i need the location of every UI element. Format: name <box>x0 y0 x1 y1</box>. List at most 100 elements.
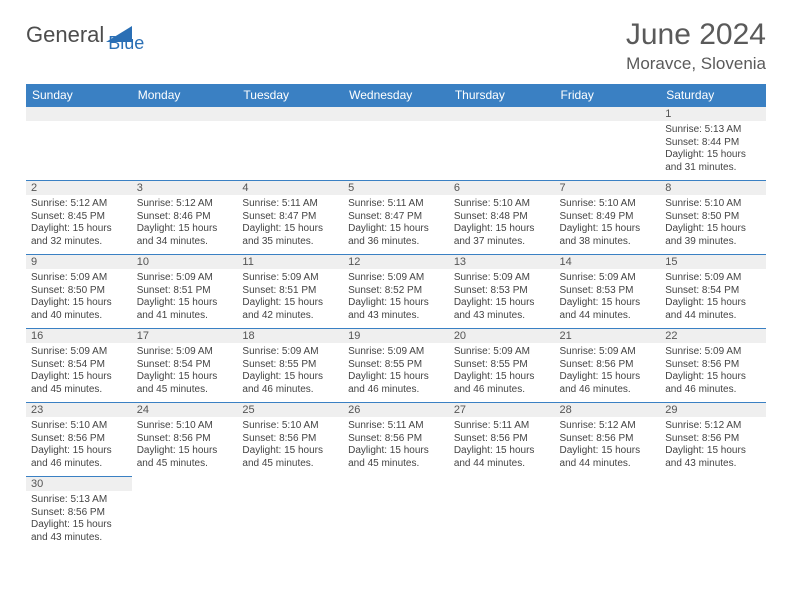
daylight-text: Daylight: 15 hoursand 32 minutes. <box>31 223 127 248</box>
sunset-text: Sunset: 8:56 PM <box>242 433 338 446</box>
weekday-header: Monday <box>132 84 238 107</box>
day-number-cell: 16 <box>26 329 132 344</box>
day-number-cell: 2 <box>26 181 132 196</box>
day-info-cell <box>237 121 343 181</box>
day-cell: Sunrise: 5:10 AMSunset: 8:56 PMDaylight:… <box>237 417 343 476</box>
day-number-cell: 21 <box>555 329 661 344</box>
day-cell: Sunrise: 5:10 AMSunset: 8:56 PMDaylight:… <box>132 417 238 476</box>
daylight-text: Daylight: 15 hoursand 35 minutes. <box>242 223 338 248</box>
weekday-header: Tuesday <box>237 84 343 107</box>
sunset-text: Sunset: 8:50 PM <box>665 211 761 224</box>
day-cell: Sunrise: 5:09 AMSunset: 8:53 PMDaylight:… <box>555 269 661 328</box>
sunrise-text: Sunrise: 5:13 AM <box>665 124 761 137</box>
day-info-cell: Sunrise: 5:11 AMSunset: 8:47 PMDaylight:… <box>343 195 449 255</box>
sunset-text: Sunset: 8:56 PM <box>560 359 656 372</box>
day-number: 22 <box>660 329 766 343</box>
sunset-text: Sunset: 8:47 PM <box>242 211 338 224</box>
calendar-body: 1Sunrise: 5:13 AMSunset: 8:44 PMDaylight… <box>26 107 766 551</box>
day-cell: Sunrise: 5:10 AMSunset: 8:49 PMDaylight:… <box>555 195 661 254</box>
sunset-text: Sunset: 8:52 PM <box>348 285 444 298</box>
day-number: 12 <box>343 255 449 269</box>
day-info-cell <box>237 491 343 550</box>
day-info-cell: Sunrise: 5:10 AMSunset: 8:49 PMDaylight:… <box>555 195 661 255</box>
sunrise-text: Sunrise: 5:12 AM <box>560 420 656 433</box>
daylight-text: Daylight: 15 hoursand 43 minutes. <box>665 445 761 470</box>
day-info-cell: Sunrise: 5:12 AMSunset: 8:45 PMDaylight:… <box>26 195 132 255</box>
day-cell: Sunrise: 5:09 AMSunset: 8:56 PMDaylight:… <box>555 343 661 402</box>
sunset-text: Sunset: 8:55 PM <box>242 359 338 372</box>
day-number-cell <box>449 107 555 122</box>
day-info-cell: Sunrise: 5:09 AMSunset: 8:55 PMDaylight:… <box>343 343 449 403</box>
day-number-cell: 6 <box>449 181 555 196</box>
logo-text-blue: Blue <box>108 33 144 54</box>
day-number: 23 <box>26 403 132 417</box>
day-number: 25 <box>237 403 343 417</box>
sunrise-text: Sunrise: 5:09 AM <box>665 272 761 285</box>
daylight-text: Daylight: 15 hoursand 46 minutes. <box>560 371 656 396</box>
day-info-cell: Sunrise: 5:12 AMSunset: 8:56 PMDaylight:… <box>660 417 766 477</box>
sunrise-text: Sunrise: 5:09 AM <box>348 272 444 285</box>
day-number-cell: 23 <box>26 403 132 418</box>
day-info-cell: Sunrise: 5:11 AMSunset: 8:47 PMDaylight:… <box>237 195 343 255</box>
day-number-cell <box>237 477 343 492</box>
day-number-cell <box>132 107 238 122</box>
sunset-text: Sunset: 8:51 PM <box>137 285 233 298</box>
sunrise-text: Sunrise: 5:09 AM <box>242 272 338 285</box>
day-number-cell <box>237 107 343 122</box>
day-number: 20 <box>449 329 555 343</box>
day-number-cell: 25 <box>237 403 343 418</box>
day-number: 6 <box>449 181 555 195</box>
calendar-table: SundayMondayTuesdayWednesdayThursdayFrid… <box>26 84 766 550</box>
day-number: 3 <box>132 181 238 195</box>
sunset-text: Sunset: 8:54 PM <box>665 285 761 298</box>
day-number: 24 <box>132 403 238 417</box>
day-info-cell <box>449 491 555 550</box>
day-cell: Sunrise: 5:10 AMSunset: 8:56 PMDaylight:… <box>26 417 132 476</box>
day-info-cell: Sunrise: 5:09 AMSunset: 8:50 PMDaylight:… <box>26 269 132 329</box>
sunrise-text: Sunrise: 5:10 AM <box>137 420 233 433</box>
day-cell: Sunrise: 5:09 AMSunset: 8:55 PMDaylight:… <box>237 343 343 402</box>
day-number-cell: 26 <box>343 403 449 418</box>
day-info-cell: Sunrise: 5:09 AMSunset: 8:54 PMDaylight:… <box>26 343 132 403</box>
sunset-text: Sunset: 8:54 PM <box>137 359 233 372</box>
daylight-text: Daylight: 15 hoursand 45 minutes. <box>31 371 127 396</box>
day-number: 1 <box>660 107 766 121</box>
day-info-cell: Sunrise: 5:13 AMSunset: 8:56 PMDaylight:… <box>26 491 132 550</box>
sunset-text: Sunset: 8:51 PM <box>242 285 338 298</box>
day-number: 14 <box>555 255 661 269</box>
day-number: 21 <box>555 329 661 343</box>
weekday-header-row: SundayMondayTuesdayWednesdayThursdayFrid… <box>26 84 766 107</box>
day-number-cell <box>343 107 449 122</box>
day-number-cell: 1 <box>660 107 766 122</box>
day-number: 19 <box>343 329 449 343</box>
daylight-text: Daylight: 15 hoursand 43 minutes. <box>31 519 127 544</box>
day-info-cell: Sunrise: 5:09 AMSunset: 8:55 PMDaylight:… <box>237 343 343 403</box>
day-info-cell: Sunrise: 5:11 AMSunset: 8:56 PMDaylight:… <box>449 417 555 477</box>
sunrise-text: Sunrise: 5:10 AM <box>31 420 127 433</box>
daylight-text: Daylight: 15 hoursand 46 minutes. <box>454 371 550 396</box>
day-cell: Sunrise: 5:09 AMSunset: 8:50 PMDaylight:… <box>26 269 132 328</box>
day-cell: Sunrise: 5:12 AMSunset: 8:45 PMDaylight:… <box>26 195 132 254</box>
day-cell: Sunrise: 5:09 AMSunset: 8:52 PMDaylight:… <box>343 269 449 328</box>
day-number-cell <box>343 477 449 492</box>
sunrise-text: Sunrise: 5:11 AM <box>454 420 550 433</box>
sunrise-text: Sunrise: 5:10 AM <box>242 420 338 433</box>
daylight-text: Daylight: 15 hoursand 42 minutes. <box>242 297 338 322</box>
day-info-cell <box>449 121 555 181</box>
day-number: 29 <box>660 403 766 417</box>
daylight-text: Daylight: 15 hoursand 44 minutes. <box>454 445 550 470</box>
sunrise-text: Sunrise: 5:10 AM <box>560 198 656 211</box>
day-cell: Sunrise: 5:11 AMSunset: 8:56 PMDaylight:… <box>449 417 555 476</box>
sunset-text: Sunset: 8:55 PM <box>348 359 444 372</box>
day-info-cell <box>660 491 766 550</box>
day-number: 9 <box>26 255 132 269</box>
day-cell: Sunrise: 5:12 AMSunset: 8:46 PMDaylight:… <box>132 195 238 254</box>
sunrise-text: Sunrise: 5:09 AM <box>31 346 127 359</box>
day-number-cell: 27 <box>449 403 555 418</box>
day-info-cell: Sunrise: 5:10 AMSunset: 8:48 PMDaylight:… <box>449 195 555 255</box>
day-number-cell: 8 <box>660 181 766 196</box>
day-number-cell: 22 <box>660 329 766 344</box>
day-info-cell: Sunrise: 5:13 AMSunset: 8:44 PMDaylight:… <box>660 121 766 181</box>
day-cell: Sunrise: 5:13 AMSunset: 8:56 PMDaylight:… <box>26 491 132 550</box>
day-number: 2 <box>26 181 132 195</box>
